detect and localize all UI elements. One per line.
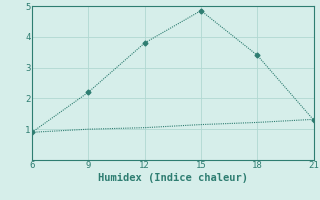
X-axis label: Humidex (Indice chaleur): Humidex (Indice chaleur) — [98, 173, 248, 183]
